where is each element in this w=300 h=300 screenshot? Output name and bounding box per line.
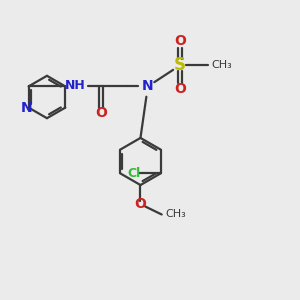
Text: O: O: [95, 106, 107, 120]
Text: Cl: Cl: [128, 167, 141, 180]
Text: N: N: [142, 79, 154, 93]
Text: O: O: [174, 82, 186, 96]
Text: N: N: [20, 100, 32, 115]
Text: O: O: [134, 197, 146, 211]
Text: NH: NH: [65, 79, 86, 92]
Text: S: S: [174, 56, 186, 74]
Text: O: O: [174, 34, 186, 48]
Text: CH₃: CH₃: [165, 209, 186, 220]
Text: CH₃: CH₃: [212, 60, 232, 70]
